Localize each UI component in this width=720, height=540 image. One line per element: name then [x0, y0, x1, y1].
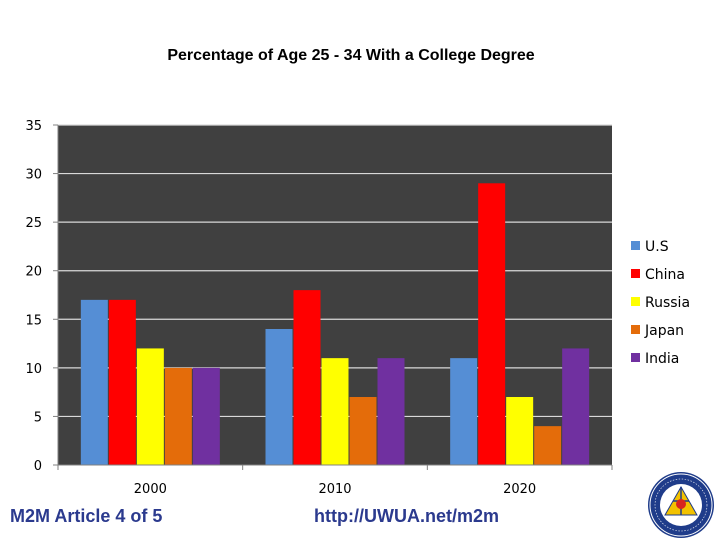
legend-label: Japan [644, 323, 684, 339]
bar[interactable] [562, 348, 590, 465]
legend-label: U.S [645, 239, 669, 255]
y-tick-label: 10 [25, 362, 42, 377]
x-tick-label: 2020 [503, 482, 536, 497]
y-tick-label: 25 [25, 216, 42, 231]
bar[interactable] [321, 358, 349, 465]
bar[interactable] [192, 367, 220, 465]
bar[interactable] [534, 426, 562, 465]
bar[interactable] [80, 299, 108, 465]
legend-swatch [631, 241, 640, 250]
legend-label: China [645, 267, 685, 283]
footer-link[interactable]: http://UWUA.net/m2m [314, 506, 499, 526]
bar[interactable] [349, 397, 377, 465]
footer-article-label: M2M Article 4 of 5 [10, 506, 163, 526]
bar[interactable] [506, 397, 534, 465]
x-tick-label: 2000 [134, 482, 167, 497]
legend-label: Russia [645, 295, 690, 311]
bar[interactable] [478, 183, 506, 466]
y-tick-label: 0 [34, 459, 42, 474]
y-tick-label: 15 [25, 313, 42, 328]
legend-label: India [645, 351, 679, 367]
bar[interactable] [108, 299, 136, 465]
y-tick-label: 30 [25, 168, 42, 183]
legend-swatch [631, 325, 640, 334]
bar[interactable] [164, 367, 192, 465]
bar[interactable] [136, 348, 164, 465]
y-tick-label: 5 [34, 410, 42, 425]
legend-swatch [631, 353, 640, 362]
bar[interactable] [293, 290, 321, 465]
bar[interactable] [377, 358, 405, 465]
bar[interactable] [450, 358, 478, 465]
bar[interactable] [265, 329, 293, 465]
y-tick-label: 35 [25, 119, 42, 134]
x-tick-label: 2010 [318, 482, 351, 497]
chart-title: Percentage of Age 25 - 34 With a College… [167, 47, 535, 64]
legend-swatch [631, 297, 640, 306]
y-tick-label: 20 [25, 265, 42, 280]
legend-swatch [631, 269, 640, 278]
uwua-seal-icon [648, 472, 714, 538]
